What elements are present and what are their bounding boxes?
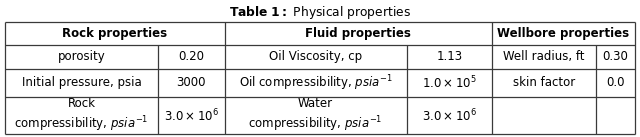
Bar bbox=[595, 97, 635, 134]
Text: $\mathbf{Table\ 1:}$ Physical properties: $\mathbf{Table\ 1:}$ Physical properties bbox=[229, 4, 411, 21]
Bar bbox=[595, 69, 635, 97]
Bar bbox=[492, 45, 595, 69]
Bar bbox=[157, 97, 225, 134]
Text: Wellbore properties: Wellbore properties bbox=[497, 27, 630, 40]
Bar bbox=[492, 97, 595, 134]
Text: $3.0 \times 10^6$: $3.0 \times 10^6$ bbox=[422, 107, 477, 124]
Text: 0.20: 0.20 bbox=[178, 51, 204, 63]
Bar bbox=[492, 22, 635, 45]
Text: 1.13: 1.13 bbox=[436, 51, 463, 63]
Text: Oil Viscosity, cp: Oil Viscosity, cp bbox=[269, 51, 362, 63]
Bar bbox=[406, 45, 492, 69]
Bar bbox=[225, 45, 406, 69]
Bar bbox=[595, 45, 635, 69]
Bar bbox=[5, 97, 157, 134]
Text: porosity: porosity bbox=[58, 51, 105, 63]
Bar bbox=[5, 45, 157, 69]
Bar bbox=[492, 69, 595, 97]
Text: Rock properties: Rock properties bbox=[62, 27, 168, 40]
Text: Oil compressibility, $\mathit{psia}^{-1}$: Oil compressibility, $\mathit{psia}^{-1}… bbox=[239, 73, 392, 93]
Text: Well radius, ft: Well radius, ft bbox=[503, 51, 584, 63]
Bar bbox=[406, 69, 492, 97]
Text: Water
compressibility, $\mathit{psia}^{-1}$: Water compressibility, $\mathit{psia}^{-… bbox=[248, 97, 383, 134]
Text: Initial pressure, psia: Initial pressure, psia bbox=[22, 76, 141, 89]
Text: Fluid properties: Fluid properties bbox=[305, 27, 412, 40]
Text: Rock
compressibility, $\mathit{psia}^{-1}$: Rock compressibility, $\mathit{psia}^{-1… bbox=[14, 97, 148, 134]
Bar bbox=[225, 22, 492, 45]
Bar bbox=[225, 97, 406, 134]
Text: $3.0 \times 10^6$: $3.0 \times 10^6$ bbox=[164, 107, 219, 124]
Bar bbox=[157, 45, 225, 69]
Bar bbox=[5, 22, 225, 45]
Text: 0.0: 0.0 bbox=[606, 76, 625, 89]
Bar bbox=[5, 69, 157, 97]
Text: 0.30: 0.30 bbox=[602, 51, 628, 63]
Bar bbox=[157, 69, 225, 97]
Bar bbox=[406, 97, 492, 134]
Bar bbox=[225, 69, 406, 97]
Text: skin factor: skin factor bbox=[513, 76, 575, 89]
Text: $1.0 \times 10^5$: $1.0 \times 10^5$ bbox=[422, 75, 477, 91]
Text: 3000: 3000 bbox=[177, 76, 206, 89]
